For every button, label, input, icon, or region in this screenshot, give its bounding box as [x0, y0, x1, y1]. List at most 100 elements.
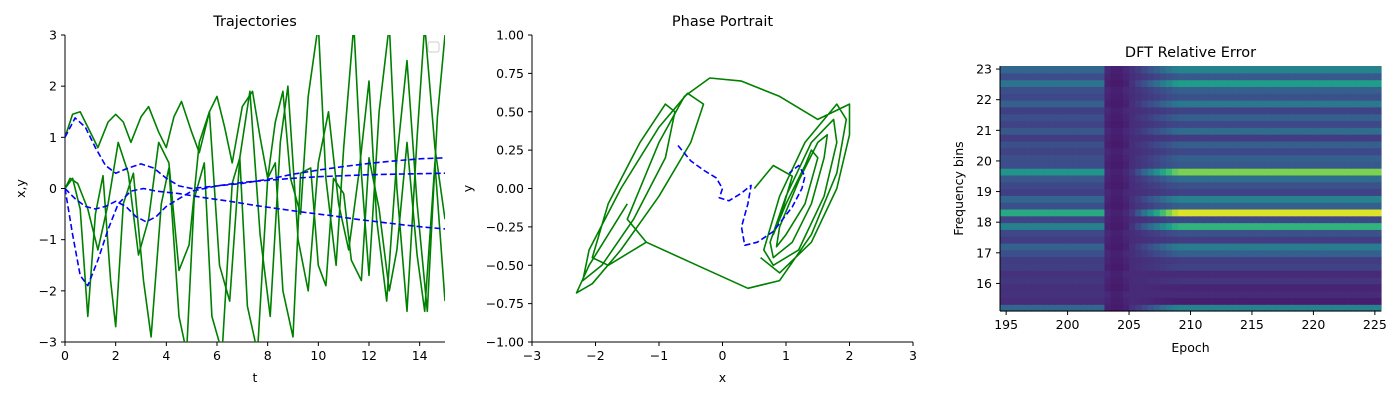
heatmap-cell — [1129, 195, 1136, 203]
heatmap-cell — [1024, 93, 1032, 101]
heatmap-cell — [1319, 120, 1327, 128]
heatmap-cell — [1331, 72, 1339, 81]
heatmap-cell — [1251, 100, 1259, 108]
heatmap-cell — [1129, 249, 1136, 258]
heatmap-cell — [1116, 181, 1124, 190]
heatmap-cell — [1276, 222, 1284, 230]
heatmap-cell — [1055, 290, 1063, 298]
heatmap-cell — [1251, 113, 1259, 122]
heatmap-cell — [1239, 263, 1247, 271]
heatmap-cell — [1288, 249, 1296, 258]
heatmap-cell — [1196, 140, 1204, 149]
heatmap-cell — [1073, 283, 1081, 292]
heatmap-cell — [1092, 242, 1099, 251]
heatmap-cell — [1116, 215, 1124, 224]
heatmap-cell — [1129, 113, 1136, 122]
heatmap-cell — [1122, 304, 1130, 312]
heatmap-cell — [1264, 188, 1271, 196]
heatmap-cell — [1159, 86, 1167, 94]
heatmap-cell — [1006, 127, 1013, 135]
heatmap-cell — [1184, 222, 1192, 230]
heatmap-cell — [1313, 283, 1321, 292]
heatmap-cell — [1350, 154, 1358, 162]
heatmap-cell — [1104, 290, 1112, 298]
heatmap-cell — [1270, 154, 1278, 162]
heatmap-cell — [1276, 297, 1284, 305]
heatmap-cell — [1208, 86, 1216, 94]
heatmap-cell — [1092, 202, 1099, 210]
heatmap-cell — [1018, 127, 1026, 135]
heatmap-cell — [1319, 181, 1327, 190]
heatmap-cell — [1251, 304, 1259, 312]
heatmap-cell — [1165, 188, 1173, 196]
heatmap-cell — [1184, 86, 1192, 94]
heatmap-cell — [1251, 249, 1259, 258]
heatmap-cell — [1159, 202, 1167, 210]
heatmap-cell — [1000, 229, 1007, 237]
heatmap-cell — [1055, 79, 1063, 88]
heatmap-cell — [1086, 263, 1093, 271]
heatmap-cell — [1079, 86, 1087, 94]
y-tick-label: 0 — [49, 181, 57, 196]
heatmap-cell — [1147, 236, 1155, 244]
heatmap-cell — [1055, 188, 1063, 196]
heatmap-cell — [1221, 270, 1228, 278]
heatmap-cell — [1282, 100, 1290, 108]
heatmap-cell — [1061, 202, 1069, 210]
heatmap-cell — [1086, 168, 1093, 176]
heatmap-cell — [1141, 161, 1149, 169]
heatmap-cell — [1018, 174, 1026, 183]
heatmap-cell — [1006, 147, 1013, 156]
heatmap-cell — [1184, 297, 1192, 305]
heatmap-cell — [1055, 106, 1063, 115]
heatmap-cell — [1307, 66, 1315, 74]
heatmap-cell — [1024, 72, 1032, 81]
heatmap-cell — [1012, 161, 1020, 169]
heatmap-cell — [1313, 174, 1321, 183]
heatmap-cell — [1190, 168, 1198, 176]
heatmap-cell — [1196, 263, 1204, 271]
heatmap-cell — [1294, 202, 1302, 210]
heatmap-cell — [1129, 276, 1136, 285]
heatmap-cell — [1055, 161, 1063, 169]
heatmap-cell — [1282, 140, 1290, 149]
heatmap-cell — [1270, 168, 1278, 176]
heatmap-cell — [1331, 297, 1339, 305]
heatmap-cell — [1239, 181, 1247, 190]
heatmap-cell — [1294, 168, 1302, 176]
heatmap-cell — [1043, 222, 1050, 230]
heatmap-cell — [1006, 229, 1013, 237]
heatmap-cell — [1000, 215, 1007, 224]
heatmap-cell — [1178, 249, 1185, 258]
heatmap-cell — [1018, 134, 1026, 142]
heatmap-cell — [1356, 236, 1364, 244]
heatmap-cell — [1043, 256, 1050, 264]
heatmap-cell — [1055, 249, 1063, 258]
heatmap-cell — [1098, 100, 1106, 108]
heatmap-cell — [1233, 195, 1241, 203]
heatmap-cell — [1276, 120, 1284, 128]
heatmap-cell — [1030, 195, 1038, 203]
heatmap-cell — [1116, 202, 1124, 210]
heatmap-cell — [1049, 256, 1056, 264]
heatmap-cell — [1307, 249, 1315, 258]
heatmap-cell — [1122, 86, 1130, 94]
heatmap-cell — [1331, 140, 1339, 149]
heatmap-cell — [1104, 249, 1112, 258]
heatmap-cell — [1178, 188, 1185, 196]
heatmap-cell — [1067, 270, 1075, 278]
heatmap-cell — [1061, 242, 1069, 251]
heatmap-cell — [1301, 168, 1308, 176]
heatmap-cell — [1325, 256, 1333, 264]
heatmap-cell — [1092, 147, 1099, 156]
heatmap-cell — [1337, 249, 1345, 258]
heatmap-cell — [1270, 161, 1278, 169]
heatmap-cell — [1239, 100, 1247, 108]
heatmap-cell — [1073, 290, 1081, 298]
heatmap-cell — [1061, 168, 1069, 176]
heatmap-cell — [1337, 72, 1345, 81]
heatmap-cell — [1301, 297, 1308, 305]
heatmap-cell — [1245, 79, 1253, 88]
heatmap-cell — [1221, 249, 1228, 258]
heatmap-cell — [1024, 263, 1032, 271]
